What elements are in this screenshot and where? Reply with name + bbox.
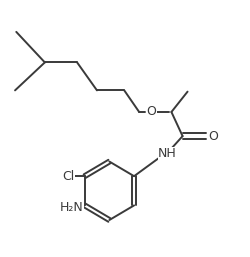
Text: NH: NH xyxy=(157,148,176,160)
Text: H₂N: H₂N xyxy=(60,201,83,214)
Text: O: O xyxy=(208,130,218,143)
Text: Cl: Cl xyxy=(62,170,74,183)
Text: O: O xyxy=(146,105,156,118)
